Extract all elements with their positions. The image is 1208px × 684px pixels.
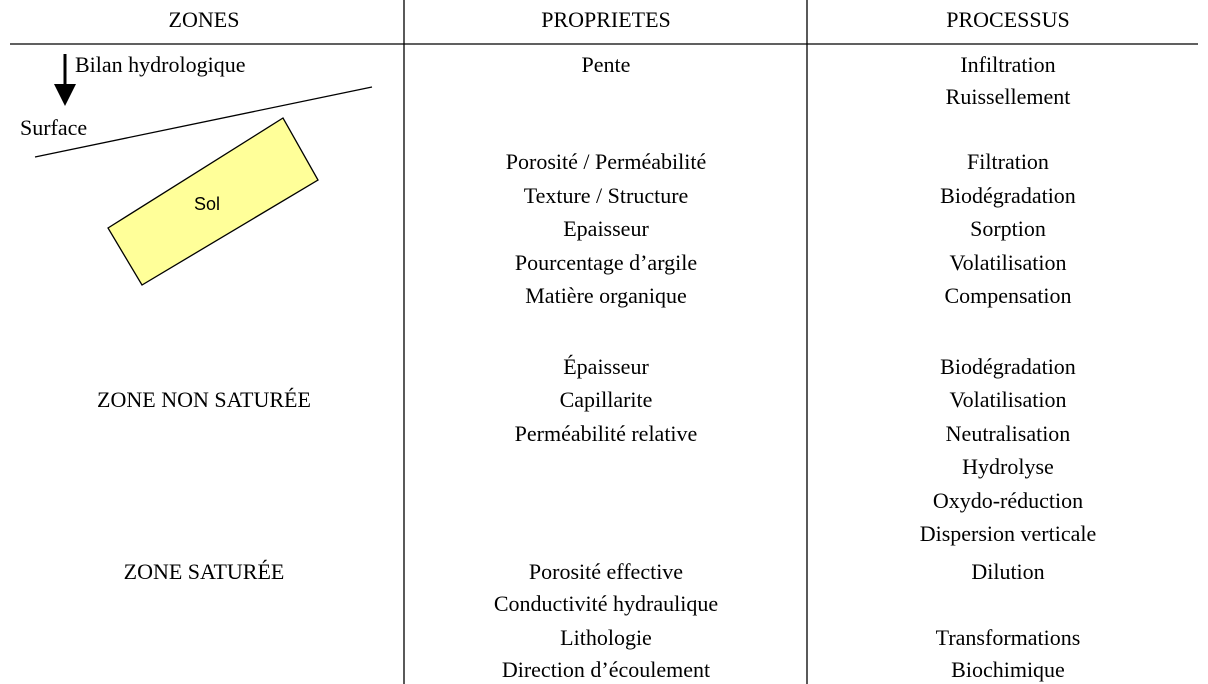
process: Compensation (944, 283, 1071, 308)
property: Matière organique (525, 283, 686, 308)
property: Epaisseur (563, 216, 649, 241)
process: Hydrolyse (962, 454, 1054, 479)
column-header: PROPRIETES (541, 7, 671, 32)
process: Biodégradation (940, 354, 1076, 379)
property: Direction d’écoulement (502, 657, 710, 682)
process: Biodégradation (940, 183, 1076, 208)
zone-label: ZONE NON SATURÉE (97, 387, 311, 412)
process: Dilution (971, 559, 1044, 584)
process: Dispersion verticale (920, 521, 1097, 546)
property: Épaisseur (563, 354, 649, 379)
surface-label: Surface (20, 115, 87, 140)
property: Pente (582, 52, 631, 77)
soil-block (107, 117, 319, 286)
property: Conductivité hydraulique (494, 591, 718, 616)
process: Filtration (967, 149, 1049, 174)
process: Neutralisation (946, 421, 1071, 446)
property: Texture / Structure (524, 183, 689, 208)
property: Perméabilité relative (515, 421, 698, 446)
process: Volatilisation (950, 387, 1067, 412)
property: Porosité / Perméabilité (506, 149, 706, 174)
zone-label: ZONE SATURÉE (124, 559, 285, 584)
column-header: ZONES (169, 7, 240, 32)
surface-line (34, 86, 373, 158)
flow-arrow-head (54, 84, 76, 106)
process: Infiltration (960, 52, 1055, 77)
process: Oxydo-réduction (933, 488, 1083, 513)
property: Lithologie (560, 625, 652, 650)
process: Volatilisation (950, 250, 1067, 275)
column-header: PROCESSUS (946, 7, 1070, 32)
process: Transformations (936, 625, 1081, 650)
process: Sorption (970, 216, 1046, 241)
flow-label: Bilan hydrologique (75, 52, 245, 77)
soil-label: Sol (194, 194, 220, 214)
property: Capillarite (560, 387, 653, 412)
process: Ruissellement (946, 84, 1071, 109)
property: Pourcentage d’argile (515, 250, 697, 275)
process: Biochimique (951, 657, 1065, 682)
property: Porosité effective (529, 559, 683, 584)
